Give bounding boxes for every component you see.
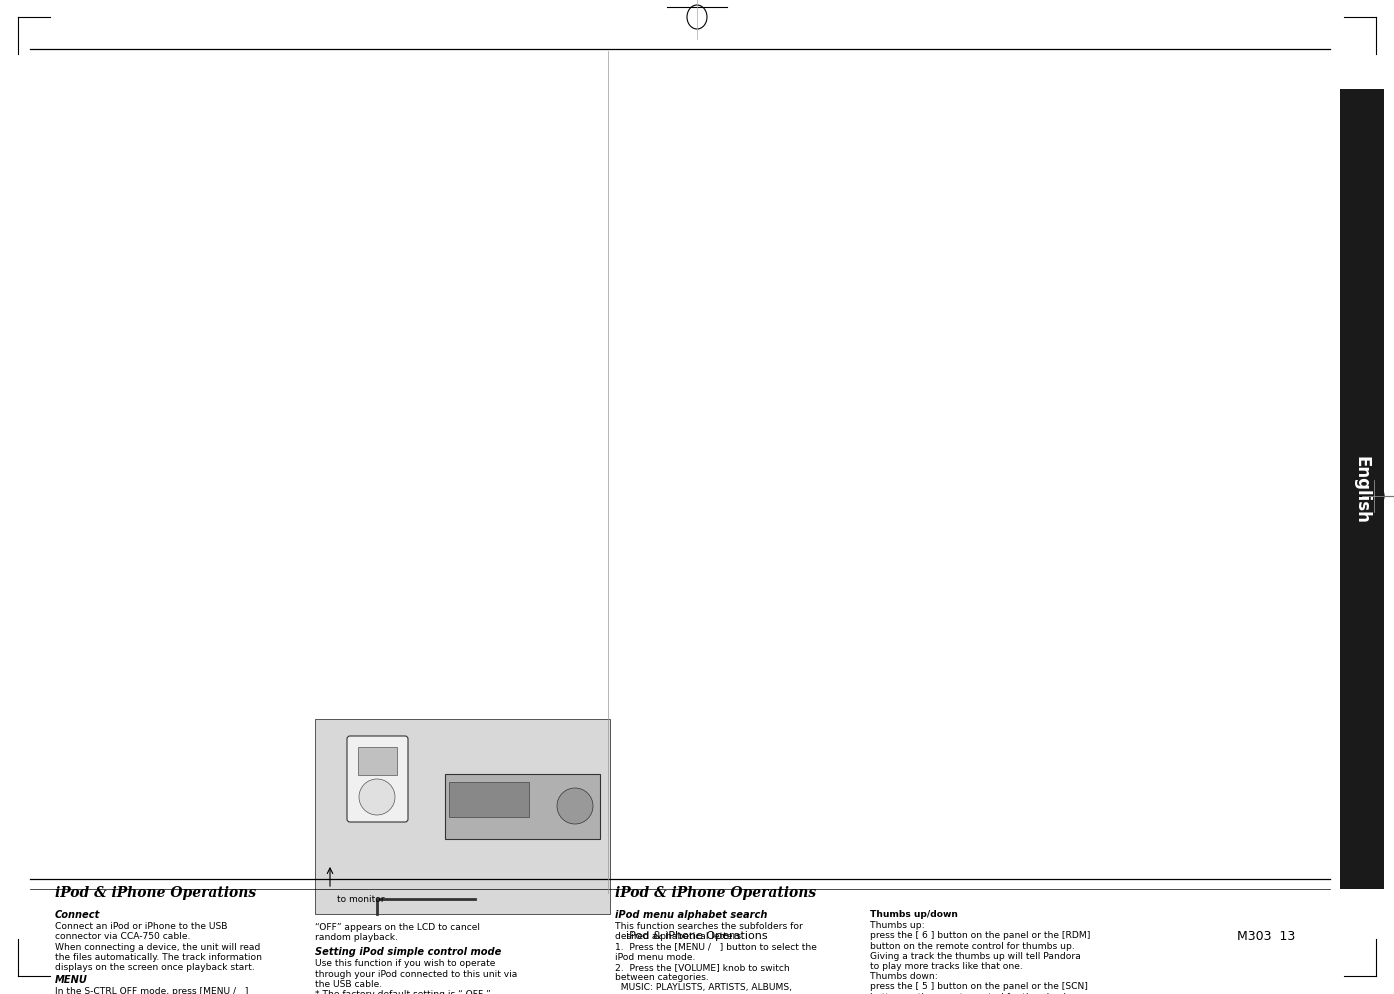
Bar <box>315 720 611 914</box>
Text: MUSIC: PLAYLISTS, ARTISTS, ALBUMS,: MUSIC: PLAYLISTS, ARTISTS, ALBUMS, <box>615 982 792 991</box>
Text: This function searches the subfolders for: This function searches the subfolders fo… <box>615 921 803 930</box>
Text: press the [ 5 ] button on the panel or the [SCN]: press the [ 5 ] button on the panel or t… <box>870 981 1087 990</box>
Text: to play more tracks like that one.: to play more tracks like that one. <box>870 961 1023 970</box>
Circle shape <box>558 788 592 824</box>
Text: * The factory default setting is “ OFF ”.: * The factory default setting is “ OFF ”… <box>315 989 493 994</box>
Text: “OFF” appears on the LCD to cancel: “OFF” appears on the LCD to cancel <box>315 922 480 931</box>
Text: Connect: Connect <box>54 910 100 919</box>
Text: through your iPod connected to this unit via: through your iPod connected to this unit… <box>315 968 517 978</box>
Text: SONGS, GENRES, COMPOSERS: SONGS, GENRES, COMPOSERS <box>615 993 754 994</box>
Text: iPod menu mode.: iPod menu mode. <box>615 952 696 961</box>
Bar <box>445 774 599 839</box>
Text: iPod menu alphabet search: iPod menu alphabet search <box>615 910 767 919</box>
Text: Thumbs up/down: Thumbs up/down <box>870 910 958 918</box>
Text: desired alphabetical letters.: desired alphabetical letters. <box>615 931 744 940</box>
Text: Use this function if you wish to operate: Use this function if you wish to operate <box>315 958 495 967</box>
Text: button on the remote control for thumbs down.: button on the remote control for thumbs … <box>870 992 1087 994</box>
Text: iPod & iPhone Operations: iPod & iPhone Operations <box>626 930 768 940</box>
Text: 1.  Press the [MENU /   ] button to select the: 1. Press the [MENU / ] button to select … <box>615 941 817 950</box>
Text: press the [ 6 ] button on the panel or the [RDM]: press the [ 6 ] button on the panel or t… <box>870 930 1090 939</box>
Text: iPod & iPhone Operations: iPod & iPhone Operations <box>615 885 815 900</box>
Bar <box>449 782 528 817</box>
FancyBboxPatch shape <box>347 737 408 822</box>
Text: In the S-CTRL OFF mode, press [MENU /   ]: In the S-CTRL OFF mode, press [MENU / ] <box>54 986 248 994</box>
Text: MENU: MENU <box>54 974 88 984</box>
Text: Connect an iPod or iPhone to the USB: Connect an iPod or iPhone to the USB <box>54 921 227 930</box>
Text: the USB cable.: the USB cable. <box>315 979 382 988</box>
Text: Thumbs down:: Thumbs down: <box>870 971 938 980</box>
Text: Thumbs up:: Thumbs up: <box>870 920 924 929</box>
Text: Giving a track the thumbs up will tell Pandora: Giving a track the thumbs up will tell P… <box>870 951 1080 960</box>
Text: 2.  Press the [VOLUME] knob to switch: 2. Press the [VOLUME] knob to switch <box>615 962 790 971</box>
Text: iPod & iPhone Operations: iPod & iPhone Operations <box>54 885 256 900</box>
Text: the files automatically. The track information: the files automatically. The track infor… <box>54 952 262 961</box>
Text: English: English <box>1354 455 1372 524</box>
Text: M303  13: M303 13 <box>1236 928 1295 941</box>
Text: button on the remote control for thumbs up.: button on the remote control for thumbs … <box>870 940 1075 949</box>
Text: When connecting a device, the unit will read: When connecting a device, the unit will … <box>54 941 261 950</box>
Text: random playback.: random playback. <box>315 932 399 941</box>
Text: displays on the screen once playback start.: displays on the screen once playback sta… <box>54 962 255 971</box>
Bar <box>1340 89 1384 889</box>
Text: between categories.: between categories. <box>615 972 708 981</box>
Text: to monitor: to monitor <box>337 894 385 904</box>
Text: Setting iPod simple control mode: Setting iPod simple control mode <box>315 946 502 956</box>
Text: connector via CCA-750 cable.: connector via CCA-750 cable. <box>54 931 191 940</box>
Circle shape <box>360 779 395 815</box>
Bar <box>358 747 397 775</box>
